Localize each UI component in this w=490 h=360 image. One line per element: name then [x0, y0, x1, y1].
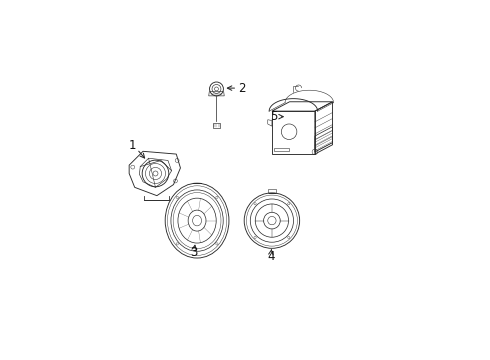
Text: 1: 1: [129, 139, 136, 152]
Text: 2: 2: [238, 82, 245, 95]
Text: 5: 5: [270, 110, 277, 123]
Text: 4: 4: [268, 250, 275, 263]
Text: 3: 3: [190, 246, 197, 259]
